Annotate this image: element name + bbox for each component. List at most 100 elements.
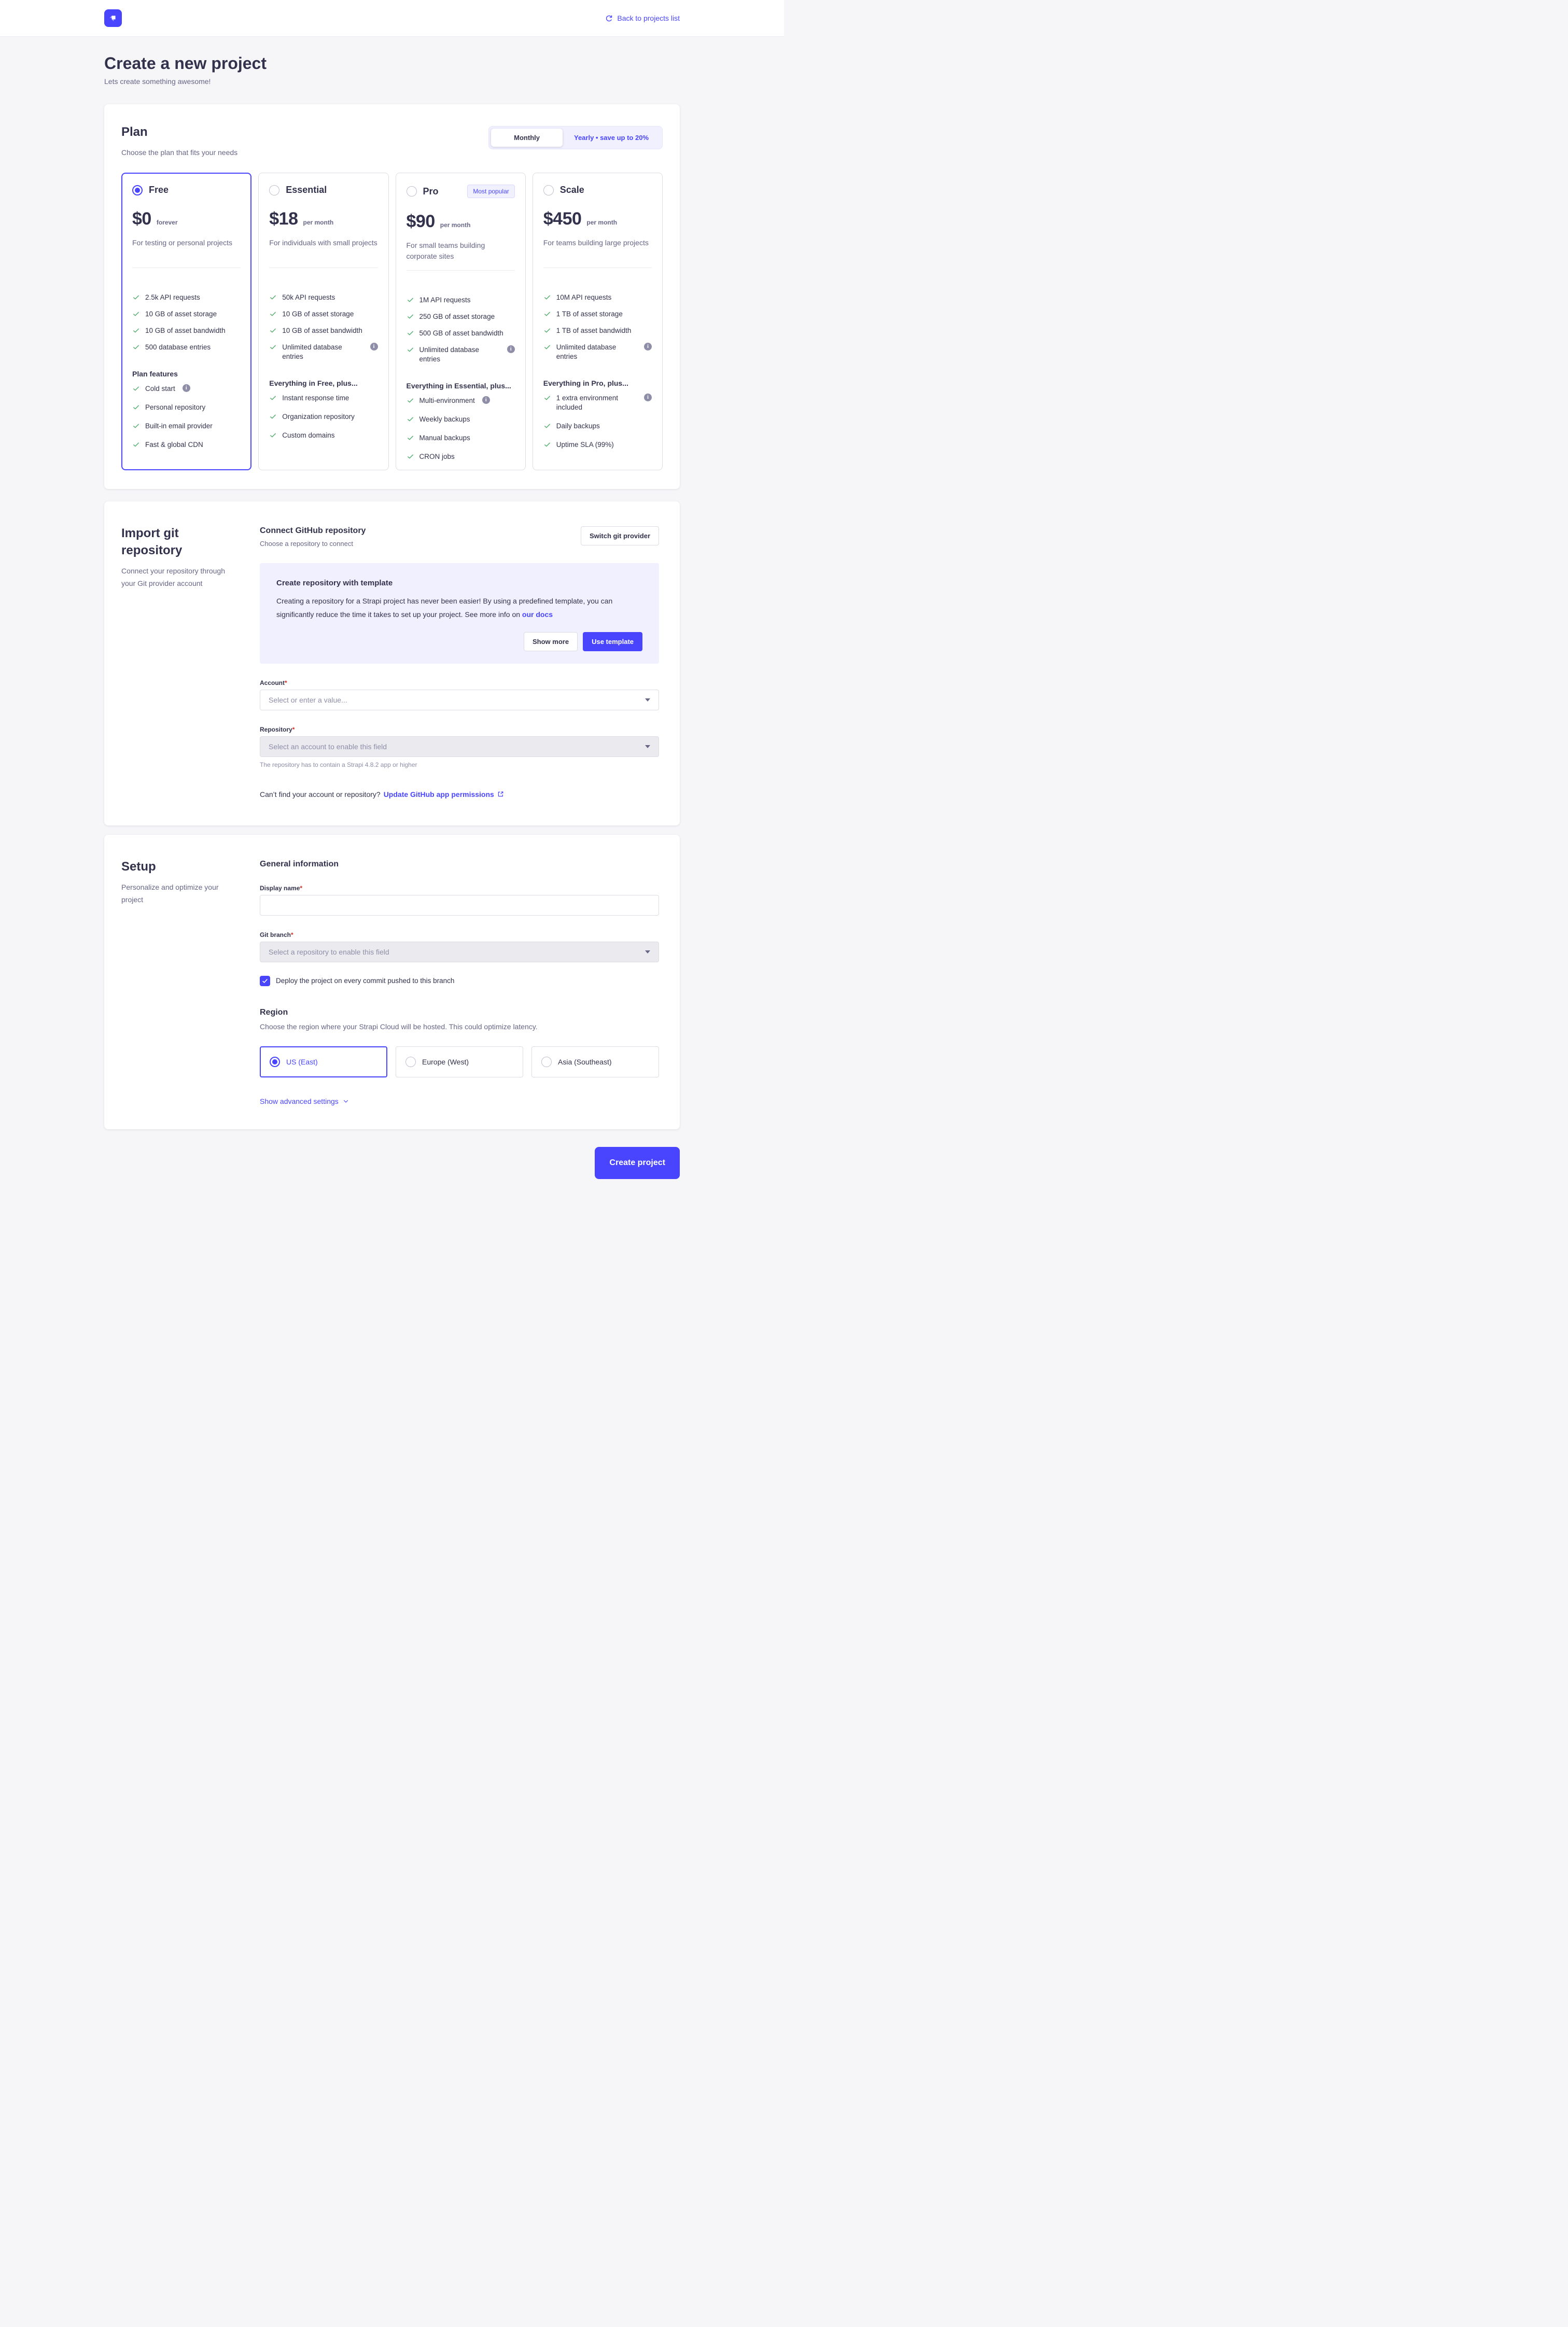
plan-section-title: Plan [121, 125, 148, 139]
region-card-us-east[interactable]: US (East) [260, 1046, 387, 1077]
check-icon [544, 424, 550, 428]
region-description: Choose the region where your Strapi Clou… [260, 1022, 538, 1031]
plan-feature: 500 GB of asset bandwidth [407, 329, 515, 338]
update-github-permissions-link[interactable]: Update GitHub app permissions [384, 790, 504, 798]
create-project-button[interactable]: Create project [595, 1146, 680, 1179]
connect-github-subtitle: Choose a repository to connect [260, 540, 353, 548]
region-radio-europe-west[interactable] [405, 1056, 416, 1067]
plan-radio-free[interactable] [132, 185, 143, 195]
plan-feature: 1 extra environment included i [543, 394, 652, 412]
plan-feature: 1M API requests [407, 296, 515, 305]
plan-name: Scale [559, 185, 584, 195]
info-icon[interactable]: i [507, 345, 515, 354]
check-icon [407, 347, 413, 352]
plan-radio-essential[interactable] [269, 185, 280, 195]
plan-card-scale[interactable]: Scale $450 per month For teams building … [532, 173, 663, 471]
plan-card-free[interactable]: Free $0 forever For testing or personal … [121, 173, 252, 471]
region-title: Region [260, 1007, 288, 1017]
switch-git-provider-button[interactable]: Switch git provider [580, 526, 659, 546]
plan-period: per month [440, 221, 471, 229]
plan-feature: 10 GB of asset bandwidth [269, 326, 377, 335]
check-icon [544, 295, 550, 300]
import-section-subtitle: Connect your repository through your Git… [121, 566, 225, 587]
check-icon [407, 314, 413, 319]
plan-feature: Custom domains [269, 431, 377, 440]
billing-yearly-option[interactable]: Yearly • save up to 20% [573, 134, 649, 142]
billing-monthly-option[interactable]: Monthly [491, 129, 563, 147]
plan-period: per month [586, 219, 618, 227]
info-icon[interactable]: i [644, 343, 652, 351]
plan-name: Free [149, 185, 169, 195]
plan-feature: Weekly backups [407, 415, 515, 424]
plan-feature: 10 GB of asset bandwidth [132, 326, 241, 335]
info-icon[interactable]: i [370, 343, 378, 351]
plan-extra-title: Everything in Free, plus... [269, 379, 358, 388]
check-icon [270, 345, 276, 349]
checkbox-check-icon [262, 979, 268, 983]
info-icon[interactable]: i [644, 394, 652, 402]
check-icon [407, 454, 413, 459]
plan-feature: Fast & global CDN [132, 440, 241, 450]
account-select-placeholder: Select or enter a value... [269, 695, 347, 704]
plan-description: For testing or personal projects [132, 239, 232, 247]
check-icon [270, 414, 276, 419]
plan-feature: Unlimited database entries i [407, 345, 515, 364]
repository-field-label: Repository* [260, 725, 295, 733]
plan-price: $0 [132, 209, 151, 229]
info-icon[interactable]: i [482, 396, 490, 404]
plan-card-pro[interactable]: Pro Most popular $90 per month For small… [395, 173, 526, 471]
plan-extra-title: Plan features [132, 370, 178, 379]
chevron-down-icon [645, 950, 650, 954]
plan-feature: Cold start i [132, 384, 241, 394]
template-panel-body: Creating a repository for a Strapi proje… [276, 597, 613, 619]
plan-feature: 250 GB of asset storage [407, 312, 515, 321]
plan-card-essential[interactable]: Essential $18 per month For individuals … [258, 173, 389, 471]
plan-price: $18 [269, 209, 298, 229]
plan-radio-scale[interactable] [543, 185, 554, 195]
plan-radio-pro[interactable] [406, 186, 417, 197]
check-icon [270, 295, 276, 300]
info-icon[interactable]: i [182, 384, 190, 392]
strapi-logo-icon [109, 16, 116, 22]
plan-feature: Built-in email provider [132, 422, 241, 431]
region-card-europe-west[interactable]: Europe (West) [396, 1046, 523, 1077]
use-template-button[interactable]: Use template [583, 632, 642, 651]
check-icon [133, 386, 139, 391]
check-icon [133, 295, 139, 300]
general-information-title: General information [260, 859, 339, 868]
import-section-title: Import git repository [121, 526, 183, 557]
show-more-button[interactable]: Show more [524, 632, 578, 651]
plan-feature: Daily backups [543, 422, 652, 431]
setup-section-subtitle: Personalize and optimize your project [121, 883, 219, 904]
check-icon [544, 328, 550, 333]
repository-select-placeholder: Select an account to enable this field [269, 742, 387, 751]
deploy-on-commit-checkbox[interactable] [260, 975, 270, 986]
display-name-input[interactable] [260, 894, 659, 916]
plan-feature: 1 TB of asset bandwidth [543, 326, 652, 335]
back-to-projects-link[interactable]: Back to projects list [605, 14, 680, 22]
plan-feature: Uptime SLA (99%) [543, 440, 652, 450]
external-link-icon [498, 792, 503, 797]
plan-name: Essential [286, 185, 327, 195]
plan-feature: 1 TB of asset storage [543, 310, 652, 319]
plan-feature: Instant response time [269, 394, 377, 403]
our-docs-link[interactable]: our docs [522, 610, 553, 619]
account-select[interactable]: Select or enter a value... [260, 689, 659, 710]
plan-name: Pro [423, 186, 439, 197]
region-card-asia-southeast[interactable]: Asia (Southeast) [531, 1046, 659, 1077]
show-advanced-settings-link[interactable]: Show advanced settings [260, 1097, 349, 1105]
chevron-down-icon [343, 1100, 348, 1103]
check-icon [544, 396, 550, 400]
plan-section-card: Plan Choose the plan that fits your need… [104, 104, 680, 489]
repository-helper-text: The repository has to contain a Strapi 4… [260, 761, 417, 768]
plan-period: per month [303, 219, 334, 227]
check-icon [407, 398, 413, 403]
check-icon [407, 331, 413, 335]
check-icon [270, 433, 276, 438]
region-radio-us-east[interactable] [270, 1056, 280, 1067]
setup-section-card: Setup Personalize and optimize your proj… [104, 834, 680, 1129]
plan-price: $90 [406, 212, 436, 232]
region-radio-asia-southeast[interactable] [541, 1056, 552, 1067]
plan-feature: 10M API requests [543, 293, 652, 302]
plan-feature: 10 GB of asset storage [132, 310, 241, 319]
